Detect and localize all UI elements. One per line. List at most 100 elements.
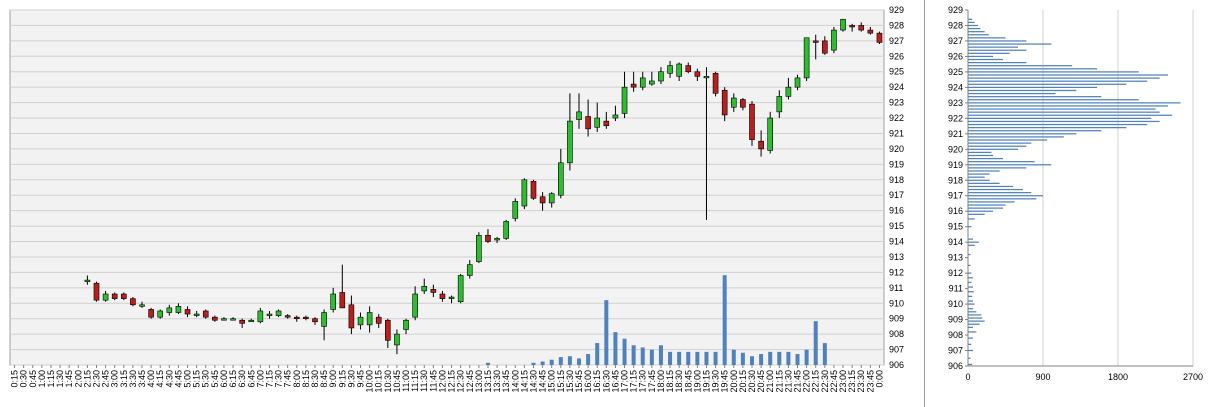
candle-body [730, 97, 737, 108]
x-tick-label: 5:00 [183, 370, 193, 388]
y-tick-label: 913 [889, 252, 904, 262]
profile-bar [968, 295, 973, 297]
y-tick-label: 922 [889, 113, 904, 123]
x-tick-label: 900 [1035, 372, 1050, 382]
volume-bar [649, 349, 654, 365]
candle-body [193, 313, 200, 316]
x-tick-label: 7:00 [255, 370, 265, 388]
x-tick-label: 10:30 [383, 370, 393, 393]
x-tick-label: 20:15 [738, 370, 748, 393]
y-tick-label: 914 [948, 237, 963, 247]
x-tick-label: 17:45 [647, 370, 657, 393]
x-tick-label: 2:45 [101, 370, 111, 388]
candle-body [148, 309, 154, 318]
candle-body [812, 40, 819, 43]
x-tick-label: 18:15 [665, 370, 675, 393]
candle-body [667, 65, 673, 74]
x-tick-label: 6:00 [219, 370, 229, 388]
candle-body [630, 83, 637, 88]
candle-body [503, 221, 509, 239]
volume-bar [485, 362, 490, 365]
x-tick-label: 19:15 [701, 370, 711, 393]
candle-body [712, 72, 719, 94]
plot-area [9, 9, 885, 366]
y-tick-label: 913 [948, 253, 963, 263]
x-tick-label: 21:15 [774, 370, 784, 393]
profile-bar [968, 127, 1127, 129]
x-tick-label: 12:15 [447, 370, 457, 393]
candle-body [530, 181, 537, 199]
candle-body [867, 29, 874, 34]
x-tick-label: 1:45 [64, 370, 74, 388]
volume-bar [759, 354, 764, 365]
profile-bar [968, 27, 981, 30]
x-tick-label: 20:30 [747, 370, 757, 393]
profile-bar [968, 142, 1032, 144]
volume-bar [613, 332, 618, 365]
profile-bar [968, 185, 1013, 188]
y-tick-label: 918 [889, 175, 904, 185]
x-tick-label: 0:45 [28, 370, 38, 388]
y-tick-label: 929 [948, 5, 963, 15]
volume-bar [668, 351, 673, 365]
x-tick-label: 0 [965, 372, 970, 382]
candle-body [558, 162, 564, 196]
candle-body [721, 89, 728, 116]
x-tick-label: 11:30 [419, 370, 429, 392]
x-tick-label: 16:45 [610, 370, 620, 393]
profile-bar [968, 151, 992, 154]
profile-bar [968, 244, 975, 246]
x-tick-label: 22:30 [820, 370, 830, 393]
profile-bar [968, 99, 1139, 101]
profile-bar [968, 161, 1035, 163]
x-tick-label: 10:45 [392, 370, 402, 393]
candle-body [740, 99, 746, 108]
candle-body [658, 71, 664, 82]
profile-bar [968, 92, 1056, 95]
x-tick-label: 22:00 [802, 370, 812, 393]
profile-bar [968, 74, 1168, 76]
profile-bar [968, 320, 985, 322]
profile-bar [968, 188, 1023, 191]
profile-bar [968, 331, 977, 333]
y-tick-label: 923 [948, 98, 963, 108]
y-tick-label: 914 [889, 237, 904, 247]
profile-bar [968, 89, 1077, 92]
x-tick-label: 15:00 [547, 370, 557, 393]
x-tick-label: 2:00 [73, 370, 83, 388]
candle-body [303, 316, 309, 319]
x-tick-label: 13:15 [483, 370, 493, 393]
profile-bar [968, 77, 1160, 79]
x-tick-label: 0:15 [10, 370, 20, 388]
volume-bar [567, 356, 572, 365]
x-tick-label: 8:30 [310, 370, 320, 388]
x-tick-label: 19:30 [711, 370, 721, 393]
profile-bar [968, 83, 1127, 85]
candle-body [585, 116, 591, 130]
y-tick-label: 911 [889, 283, 903, 293]
y-tick-label: 912 [889, 267, 904, 277]
profile-bar [968, 204, 1006, 206]
x-tick-label: 8:00 [292, 370, 302, 388]
profile-bar [968, 286, 973, 288]
x-tick-label: 20:00 [729, 370, 739, 393]
x-tick-label: 1:00 [37, 370, 47, 388]
candle-body [785, 86, 792, 97]
candle-body [357, 316, 364, 326]
volume-bar [822, 343, 827, 365]
volume-bar [586, 354, 591, 365]
x-tick-label: 17:30 [638, 370, 648, 393]
x-tick-label: 17:00 [620, 370, 630, 393]
profile-bar [968, 167, 1027, 169]
candle-body [822, 40, 828, 54]
candle-body [485, 235, 491, 242]
profile-bar [968, 311, 977, 313]
x-tick-label: 4:45 [173, 370, 183, 388]
x-tick-label: 18:30 [674, 370, 684, 393]
candle-body [858, 25, 865, 31]
profile-bar [968, 80, 1148, 82]
volume-bar [813, 321, 818, 365]
x-tick-label: 2:30 [91, 370, 101, 388]
price-volume-chart: 906 907 908 909 910 911 912 913 914 915 916 917 918 9… [9, 0, 925, 407]
profile-bar [968, 71, 1139, 73]
